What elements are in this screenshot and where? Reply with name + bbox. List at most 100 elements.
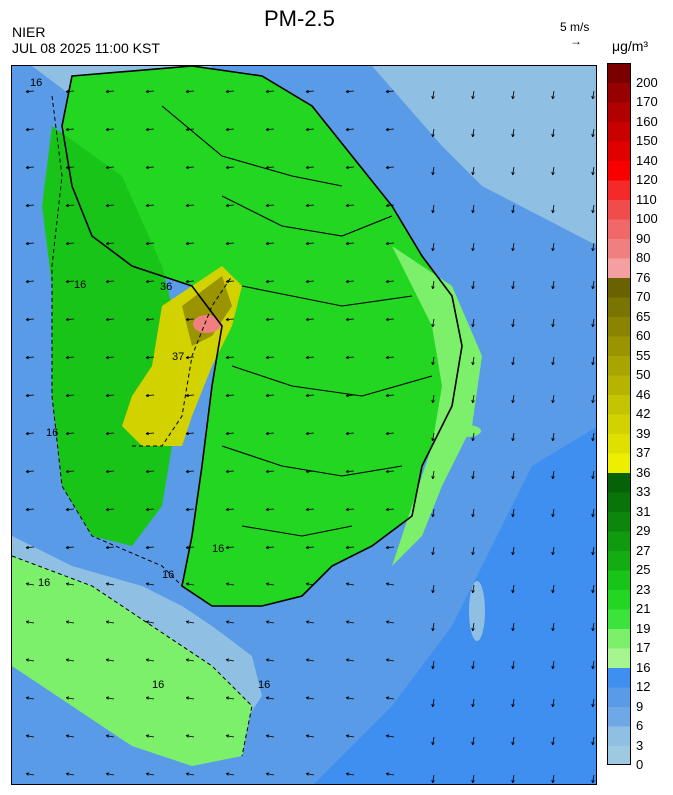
wind-vector	[106, 583, 115, 586]
wind-vector-head	[551, 247, 555, 252]
wind-vector-head	[591, 361, 595, 366]
wind-vector-head	[65, 545, 69, 550]
color-scale-tick-label: 170	[636, 94, 658, 109]
color-scale-tick-label: 12	[636, 679, 651, 694]
wind-vector	[512, 356, 515, 365]
wind-vector-head	[591, 133, 595, 138]
wind-vector-head	[65, 582, 70, 586]
wind-vector-head	[431, 589, 435, 594]
wind-vector	[25, 204, 35, 207]
wind-vector-head	[385, 696, 390, 700]
wind-vector-head	[471, 399, 475, 404]
wind-vector	[592, 508, 595, 517]
wind-vector-head	[185, 355, 189, 360]
wind-vector-head	[471, 741, 475, 746]
wind-vector	[552, 736, 555, 745]
wind-vector-head	[145, 241, 149, 246]
color-scale-swatch	[607, 238, 631, 259]
wind-vector	[26, 583, 35, 586]
color-scale-swatch	[607, 531, 631, 551]
wind-vector-head	[591, 475, 595, 480]
east-coast-haze	[392, 246, 482, 566]
wind-vector	[592, 90, 595, 99]
wind-vector-head	[385, 772, 390, 776]
wind-vector-head	[265, 696, 270, 700]
wind-vector-head	[225, 241, 229, 246]
wind-vector-head	[511, 627, 515, 632]
color-scale-tick-label: 37	[636, 445, 651, 460]
wind-vector	[385, 508, 395, 511]
wind-vector	[226, 735, 235, 738]
wind-vector	[306, 659, 315, 662]
wind-vector	[472, 356, 475, 365]
wind-vector	[432, 242, 435, 251]
wind-vector-head	[25, 165, 29, 170]
contour-labels: 16 16 16 16 16 16 36 37 16 16	[30, 77, 270, 691]
contour-line	[132, 275, 233, 447]
wind-vector-head	[225, 658, 230, 662]
color-scale-tick-label: 100	[636, 211, 658, 226]
wind-vector-head	[305, 545, 309, 550]
agency-label: NIER	[12, 24, 46, 40]
wind-vector	[265, 204, 275, 207]
wind-vector	[265, 470, 275, 473]
wind-vector-head	[431, 779, 435, 784]
wind-vector-head	[305, 582, 310, 586]
wind-vector-head	[65, 696, 70, 700]
wind-vector	[265, 508, 275, 511]
wind-vector-head	[105, 545, 109, 550]
wind-vector	[305, 166, 315, 169]
wind-vector	[305, 242, 315, 245]
wind-vector	[145, 394, 155, 397]
wind-vector	[385, 242, 395, 245]
wind-vector	[432, 774, 435, 783]
wind-vector-head	[431, 437, 435, 442]
wind-vector	[432, 470, 435, 479]
wind-vector-head	[145, 658, 150, 662]
wind-vector	[432, 128, 435, 137]
color-scale-tick-label: 31	[636, 503, 651, 519]
wind-vector	[472, 242, 475, 251]
wind-vector-head	[551, 209, 555, 214]
wind-vector-head	[145, 393, 149, 398]
wind-vector	[472, 774, 475, 783]
wind-vector	[472, 736, 475, 745]
wind-vector-head	[591, 95, 595, 100]
wind-vector	[106, 697, 115, 700]
wind-vector-head	[551, 741, 555, 746]
contour-label: 16	[162, 569, 174, 581]
wind-vector	[185, 128, 195, 131]
wind-vector-head	[105, 734, 110, 738]
wind-vector-head	[225, 507, 229, 512]
wind-vector	[25, 394, 35, 397]
wind-vector-head	[185, 696, 190, 700]
wind-vector	[25, 166, 35, 169]
wind-vector	[266, 773, 275, 776]
province-border	[221, 195, 393, 237]
wind-vector	[306, 773, 315, 776]
wind-vector-head	[145, 279, 149, 284]
wind-vector	[65, 470, 75, 473]
contour-label: 36	[160, 281, 172, 293]
wind-vector	[105, 356, 115, 359]
wind-vector	[592, 584, 595, 593]
wind-vector-head	[345, 355, 349, 360]
wind-vector-head	[65, 241, 69, 246]
wind-vector	[225, 318, 235, 321]
wind-vector-head	[385, 241, 389, 246]
wind-vector	[512, 660, 515, 669]
wind-vector-head	[551, 475, 555, 480]
color-scale-tick-label: 120	[636, 172, 658, 187]
wind-vector	[145, 280, 155, 283]
wind-vector	[25, 318, 35, 321]
wind-vector	[592, 280, 595, 289]
wind-vector	[265, 356, 275, 359]
coastline	[61, 66, 463, 607]
wind-vector	[346, 621, 355, 624]
wind-vector	[472, 546, 475, 555]
wind-vector-head	[185, 127, 189, 132]
wind-vector-head	[385, 507, 389, 512]
wind-vector	[345, 356, 355, 359]
wind-vector-head	[225, 696, 230, 700]
wind-vector	[225, 166, 235, 169]
